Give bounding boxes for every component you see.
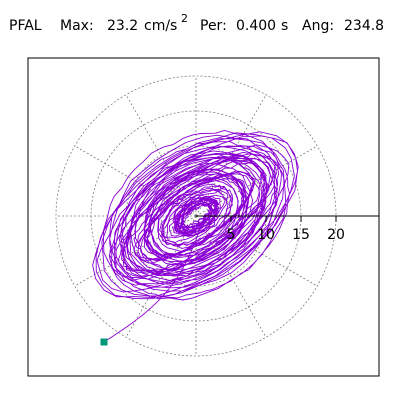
grid-spoke-120 xyxy=(125,94,197,217)
angle-label: Ang: xyxy=(302,18,335,34)
max-unit: cm/s xyxy=(144,18,178,34)
station-code: PFAL xyxy=(9,18,42,34)
period-label: Per: xyxy=(200,18,227,34)
trace-end-marker xyxy=(100,338,108,346)
radial-tick-label-10: 10 xyxy=(257,227,275,243)
max-label: Max: xyxy=(60,18,94,34)
trace-path xyxy=(92,129,299,343)
radial-tick-label-15: 15 xyxy=(292,227,310,243)
max-unit-exponent: 2 xyxy=(181,12,188,25)
radial-tick-labels: 5 10 15 20 xyxy=(227,227,345,243)
grid-spoke-240 xyxy=(125,215,197,338)
period-unit: s xyxy=(281,18,289,34)
radial-tick-label-20: 20 xyxy=(327,227,345,243)
grid-spoke-300 xyxy=(195,215,267,338)
angle-value: 234.8 xyxy=(344,18,385,34)
plot-frame xyxy=(27,57,380,377)
grid-spoke-330 xyxy=(195,215,318,287)
particle-trace xyxy=(92,129,299,343)
chart-header: PFAL Max: 23.2 cm/s 2 Per: 0.400 s Ang: … xyxy=(0,0,400,40)
grid-spoke-60 xyxy=(195,94,267,217)
period-value: 0.400 xyxy=(236,18,277,34)
radial-tick-label-5: 5 xyxy=(227,227,236,243)
max-value: 23.2 xyxy=(107,18,139,34)
grid-spoke-30 xyxy=(195,145,318,217)
radial-axis xyxy=(196,215,379,222)
